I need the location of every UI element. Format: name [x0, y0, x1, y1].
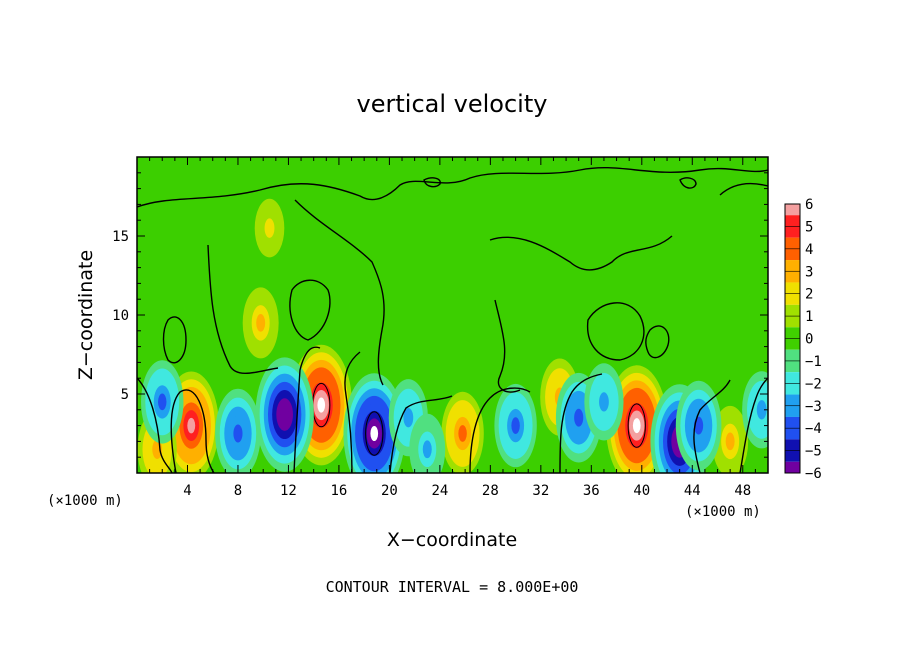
contour-line [137, 167, 768, 208]
contour-line [423, 177, 441, 188]
contour-line [627, 403, 646, 448]
colorbar-label: 3 [805, 264, 813, 280]
y-tick-label: 15 [112, 229, 129, 245]
field-feature [409, 413, 446, 473]
colorbar-label: 2 [805, 287, 813, 303]
field-level [264, 218, 275, 238]
x-tick-label: 36 [583, 483, 600, 499]
y-axis-title: Z−coordinate [75, 250, 97, 380]
field-features [137, 198, 768, 473]
contour-lines [137, 167, 768, 473]
contour-line [389, 395, 453, 473]
field-feature [584, 363, 624, 441]
chart-title: vertical velocity [357, 90, 548, 118]
field-level [280, 406, 289, 423]
field-level [317, 397, 326, 413]
contour-line [365, 411, 384, 456]
contour-line [586, 302, 645, 361]
colorbar-label: −2 [805, 376, 822, 392]
x-tick-label: 16 [330, 483, 347, 499]
x-unit-label-left: (×1000 m) [47, 493, 123, 509]
field-feature [742, 371, 768, 449]
contour-line [293, 346, 321, 473]
contour-line [645, 325, 670, 359]
colorbar-label: −6 [805, 466, 822, 482]
contour-line [294, 199, 385, 386]
colorbar-label: −5 [805, 444, 822, 460]
field-level [187, 417, 196, 434]
colorbar-label: 5 [805, 219, 813, 235]
field-level [458, 425, 467, 442]
field-level [233, 424, 243, 443]
contour-line [489, 235, 673, 271]
contour-line [137, 377, 173, 473]
y-tick-label: 5 [121, 387, 129, 403]
x-axis-title: X−coordinate [387, 529, 517, 551]
field-feature [494, 383, 537, 468]
field-feature [343, 373, 406, 473]
field-feature [242, 287, 279, 359]
contour-line [170, 389, 215, 473]
field-level [370, 425, 379, 442]
x-tick-label: 44 [684, 483, 701, 499]
field-level [403, 408, 414, 428]
contour-line [719, 182, 768, 196]
contour-line [344, 351, 361, 473]
field-level [574, 408, 584, 427]
contour-line [469, 387, 531, 473]
y-tick-label: 10 [112, 308, 129, 324]
field-level [511, 417, 520, 434]
x-tick-label: 48 [734, 483, 751, 499]
colorbar-label: −1 [805, 354, 822, 370]
x-axis: 4 8 12 16 20 24 28 32 36 40 44 48 [149, 157, 756, 499]
x-tick-label: 8 [234, 483, 242, 499]
x-tick-label: 20 [381, 483, 398, 499]
contour-line [559, 373, 603, 473]
field-feature [441, 391, 484, 473]
field-level [632, 418, 641, 434]
y-axis: 5 10 15 [112, 172, 768, 458]
x-tick-label: 24 [431, 483, 448, 499]
field-level [158, 393, 167, 411]
colorbar-label: −4 [805, 421, 822, 437]
contour-line [289, 279, 331, 341]
contour-line [207, 244, 279, 375]
contour-line [679, 177, 697, 189]
field-level [756, 400, 767, 420]
colorbar-label: −3 [805, 399, 822, 415]
contour-interval-note: CONTOUR INTERVAL = 8.000E+00 [326, 578, 579, 596]
x-tick-label: 4 [183, 483, 191, 499]
contour-line [162, 316, 187, 364]
x-tick-label: 12 [280, 483, 297, 499]
field-feature [254, 198, 285, 258]
x-unit-label-right: (×1000 m) [685, 504, 761, 520]
contour-line [693, 379, 731, 473]
contour-line [739, 377, 768, 473]
colorbar-label: 1 [805, 309, 813, 325]
colorbar-band [785, 461, 800, 473]
field-level [256, 314, 266, 332]
field-level [725, 432, 735, 451]
field-feature [141, 360, 184, 444]
field-feature [675, 380, 722, 471]
colorbar-label: 0 [805, 332, 813, 348]
x-tick-label: 32 [532, 483, 549, 499]
field-level [422, 440, 432, 459]
colorbar-label: 4 [805, 242, 813, 258]
colorbar-label: 6 [805, 197, 813, 213]
contour-line [494, 299, 521, 393]
colorbar: 6 5 4 3 2 1 0 −1 −2 −3 −4 −5 −6 [784, 197, 822, 482]
field-level [599, 392, 609, 412]
colorbar-band [785, 204, 800, 216]
x-tick-label: 28 [482, 483, 499, 499]
field-feature [255, 357, 314, 472]
field-feature [215, 388, 261, 473]
x-tick-label: 40 [633, 483, 650, 499]
